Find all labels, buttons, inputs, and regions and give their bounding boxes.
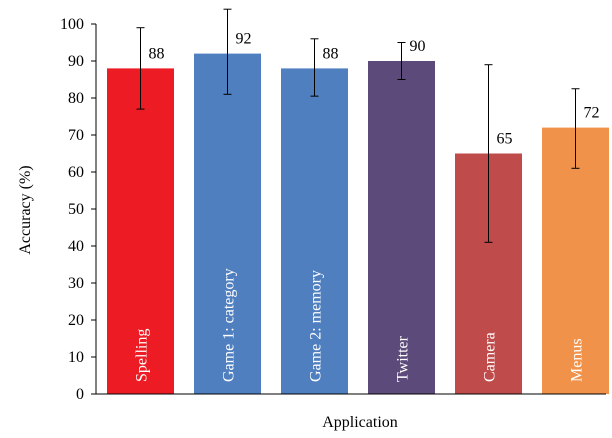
y-tick-label: 80 xyxy=(68,90,84,107)
bar xyxy=(368,61,435,394)
bar-category-label: Menus xyxy=(569,338,586,382)
y-tick-label: 20 xyxy=(68,312,84,329)
data-labels-layer: 88 92 88 90 65 72 xyxy=(149,31,600,148)
bar xyxy=(542,127,609,394)
y-tick-label: 30 xyxy=(68,275,84,292)
error-bars-layer xyxy=(136,8,580,243)
y-tick-label: 40 xyxy=(68,238,84,255)
bar xyxy=(194,53,261,394)
y-tick-label: 60 xyxy=(68,164,84,181)
bars-layer: Spelling Game 1: category Game 2: memory Tw… xyxy=(107,53,609,395)
y-tick-label: 0 xyxy=(76,386,84,403)
data-label: 65 xyxy=(497,131,513,148)
data-label: 90 xyxy=(410,38,426,55)
y-tick-label: 50 xyxy=(68,201,84,218)
x-axis-title: Application xyxy=(322,414,398,431)
data-label: 88 xyxy=(323,45,339,62)
y-tick-label: 100 xyxy=(60,16,84,33)
bar-category-label: Camera xyxy=(482,332,499,382)
bar-category-label: Game 2: memory xyxy=(308,270,325,382)
bar-category-label: Twitter xyxy=(395,335,412,382)
bar xyxy=(107,68,174,395)
data-label: 88 xyxy=(149,45,165,62)
data-label: 92 xyxy=(236,31,252,48)
bar-category-label: Spelling xyxy=(134,329,151,382)
y-tick-label: 70 xyxy=(68,127,84,144)
y-axis: 0 10 20 30 40 50 60 70 80 90 100 xyxy=(60,16,606,403)
data-label: 72 xyxy=(584,105,600,122)
bar xyxy=(281,68,348,395)
y-tick-label: 90 xyxy=(68,53,84,70)
y-axis-title: Accuracy (%) xyxy=(17,165,34,254)
bar-category-label: Game 1: category xyxy=(221,268,238,382)
y-tick-label: 10 xyxy=(68,349,84,366)
